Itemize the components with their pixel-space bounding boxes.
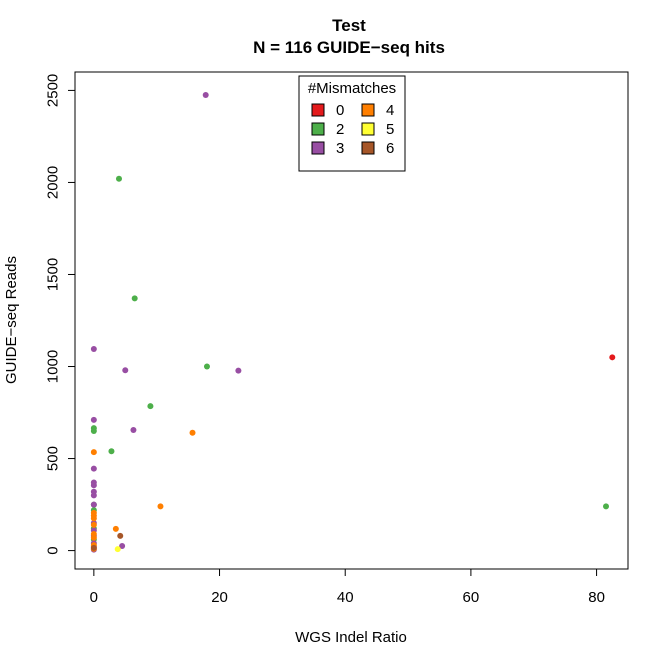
y-tick-label: 1000 — [45, 350, 62, 383]
data-point-mismatch-4 — [90, 521, 97, 528]
legend-swatch — [311, 122, 325, 136]
y-tick-label: 500 — [45, 446, 62, 471]
legend-entry-label: 3 — [336, 140, 344, 157]
legend-swatch — [361, 141, 375, 155]
data-point-mismatch-3 — [122, 367, 129, 374]
data-point-mismatch-3 — [90, 346, 97, 353]
data-point-mismatch-5 — [114, 546, 121, 553]
x-axis-label: WGS Indel Ratio — [295, 629, 407, 646]
data-point-mismatch-3 — [90, 416, 97, 423]
data-point-mismatch-4 — [157, 503, 164, 510]
legend-swatch — [361, 103, 375, 117]
data-point-mismatch-3 — [202, 92, 209, 99]
y-tick-label: 2000 — [45, 166, 62, 199]
chart-title: Test — [332, 16, 366, 35]
chart-subtitle: N = 116 GUIDE−seq hits — [253, 38, 445, 57]
legend-title: #Mismatches — [308, 80, 396, 97]
data-point-mismatch-2 — [203, 363, 210, 370]
data-point-mismatch-4 — [90, 515, 97, 522]
legend-swatch — [311, 141, 325, 155]
x-tick-label: 0 — [90, 589, 98, 606]
data-point-mismatch-3 — [90, 492, 97, 499]
y-axis-label: GUIDE−seq Reads — [3, 256, 20, 384]
data-points — [90, 92, 616, 553]
data-point-mismatch-4 — [112, 525, 119, 532]
y-tick-label: 1500 — [45, 258, 62, 291]
data-point-mismatch-3 — [119, 542, 126, 549]
data-point-mismatch-2 — [90, 427, 97, 434]
x-tick-label: 80 — [588, 589, 605, 606]
data-point-mismatch-3 — [90, 465, 97, 472]
y-tick-label: 2500 — [45, 74, 62, 107]
y-axis: 0 500 1000 1500 2000 2500 — [45, 74, 76, 555]
data-point-mismatch-6 — [117, 532, 124, 539]
data-point-mismatch-2 — [108, 448, 115, 455]
data-point-mismatch-3 — [130, 427, 137, 434]
data-point-mismatch-3 — [90, 501, 97, 508]
legend-swatch — [361, 122, 375, 136]
data-point-mismatch-2 — [603, 503, 610, 510]
y-tick-label: 0 — [45, 546, 62, 554]
legend-entry-label: 0 — [336, 102, 344, 119]
x-tick-label: 20 — [211, 589, 228, 606]
data-point-mismatch-4 — [90, 449, 97, 456]
data-point-mismatch-4 — [90, 534, 97, 541]
data-point-mismatch-3 — [90, 482, 97, 489]
data-point-mismatch-3 — [235, 367, 242, 374]
legend-items: 0 2 3 4 5 6 — [311, 102, 394, 157]
legend-swatch — [311, 103, 325, 117]
x-axis: 0 20 40 60 80 — [90, 568, 605, 606]
legend-entry-label: 4 — [386, 102, 394, 119]
data-point-mismatch-2 — [115, 175, 122, 182]
data-point-mismatch-6 — [90, 544, 97, 551]
legend-entry-label: 6 — [386, 140, 394, 157]
data-point-mismatch-4 — [189, 429, 196, 436]
legend: #Mismatches 0 2 3 4 5 6 — [298, 75, 406, 172]
data-point-mismatch-2 — [147, 403, 154, 410]
x-tick-label: 40 — [337, 589, 354, 606]
data-point-mismatch-2 — [131, 295, 138, 302]
legend-entry-label: 5 — [386, 121, 394, 138]
x-tick-label: 60 — [463, 589, 480, 606]
data-point-mismatch-0 — [609, 354, 616, 361]
legend-entry-label: 2 — [336, 121, 344, 138]
